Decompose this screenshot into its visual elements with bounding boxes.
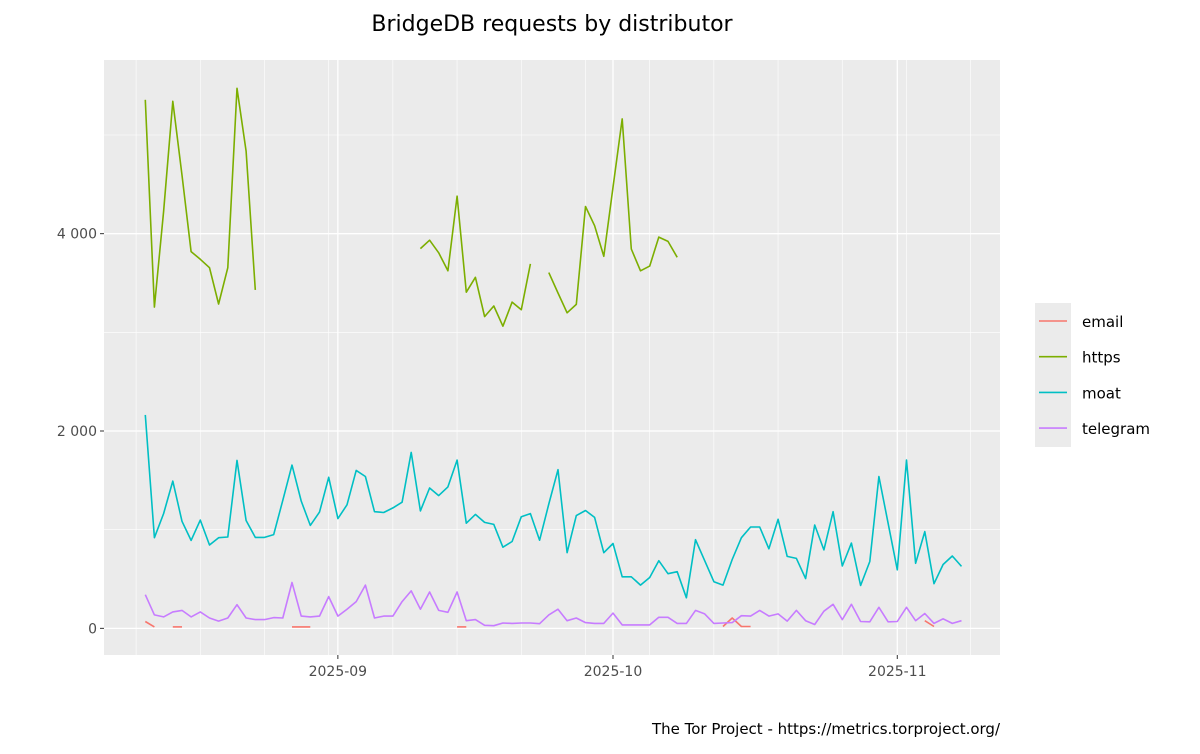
legend: email https moat telegram <box>1035 303 1150 447</box>
legend-key-background <box>1035 303 1071 447</box>
x-tick-label: 2025-10 <box>584 664 643 680</box>
grid-lines <box>104 60 1000 655</box>
x-tick-label: 2025-09 <box>309 664 368 680</box>
y-tick-label: 2 000 <box>57 424 97 440</box>
plot-panel <box>104 60 1000 655</box>
series-line-telegram <box>144 581 962 627</box>
series-line-moat <box>144 414 963 599</box>
chart-caption: The Tor Project - https://metrics.torpro… <box>651 720 1001 738</box>
chart-title: BridgeDB requests by distributor <box>371 12 733 37</box>
legend-label-email: email <box>1082 313 1123 331</box>
series-line-email <box>144 620 155 628</box>
legend-label-https: https <box>1082 349 1121 367</box>
y-tick-label: 4 000 <box>57 227 97 243</box>
series-lines <box>144 87 963 628</box>
legend-label-telegram: telegram <box>1082 420 1150 438</box>
series-line-https <box>419 195 532 328</box>
x-tick-label: 2025-11 <box>868 664 927 680</box>
x-axis: 2025-09 2025-10 2025-11 <box>309 655 927 680</box>
series-line-https <box>548 118 678 314</box>
series-line-https <box>144 87 257 308</box>
y-tick-label: 0 <box>88 621 97 637</box>
y-axis: 0 2 000 4 000 <box>57 227 104 637</box>
series-line-email <box>924 620 935 628</box>
legend-label-moat: moat <box>1082 384 1121 402</box>
